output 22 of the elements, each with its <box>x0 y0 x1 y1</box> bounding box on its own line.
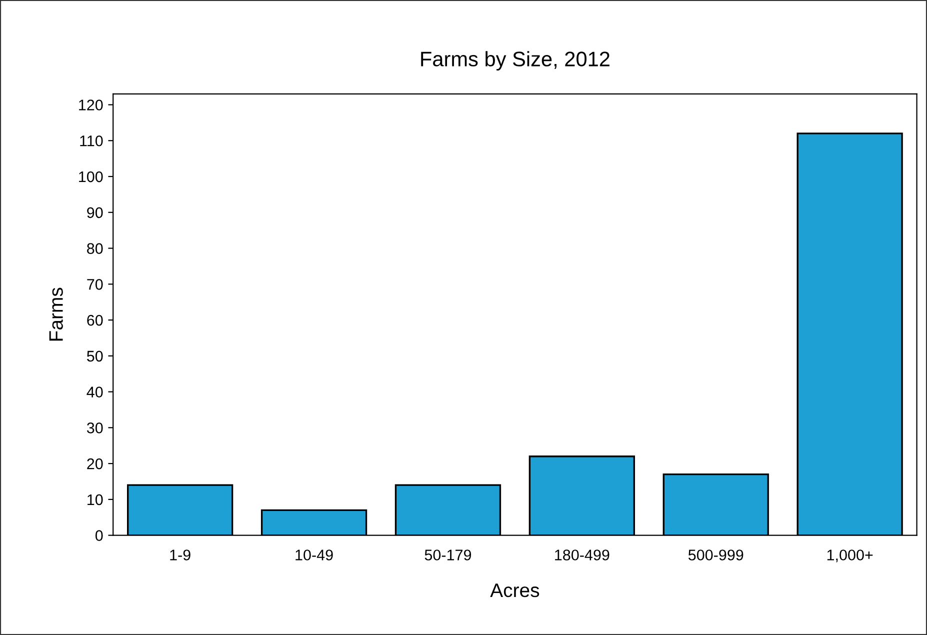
y-tick-label: 110 <box>80 135 103 146</box>
x-tick-label: 1-9 <box>170 550 190 560</box>
y-tick-label: 40 <box>86 386 103 398</box>
y-tick-label: 30 <box>86 422 103 434</box>
y-tick-label: 100 <box>79 171 103 182</box>
x-tick-label: 50-179 <box>424 550 472 560</box>
y-tick-label: 120 <box>79 100 103 110</box>
y-tick-label: 80 <box>87 243 103 254</box>
chart-title: Farms by Size, 2012 <box>421 51 610 71</box>
y-tick-label: 90 <box>87 207 103 218</box>
y-axis-title: Farms <box>49 288 63 341</box>
y-tick-label: 20 <box>87 458 103 470</box>
y-tick-label: 60 <box>87 314 103 326</box>
x-axis-title: Acres <box>490 584 540 598</box>
x-tick-label: 1,000+ <box>827 550 873 562</box>
x-tick-label: 180-499 <box>555 550 610 560</box>
x-tick-label: 500-999 <box>688 550 744 560</box>
y-tick-label: 50 <box>86 350 103 362</box>
y-tick-label: 0 <box>95 530 103 541</box>
y-tick-label: 10 <box>88 494 103 506</box>
y-tick-label: 70 <box>87 279 103 290</box>
x-tick-label: 10-49 <box>296 550 333 560</box>
